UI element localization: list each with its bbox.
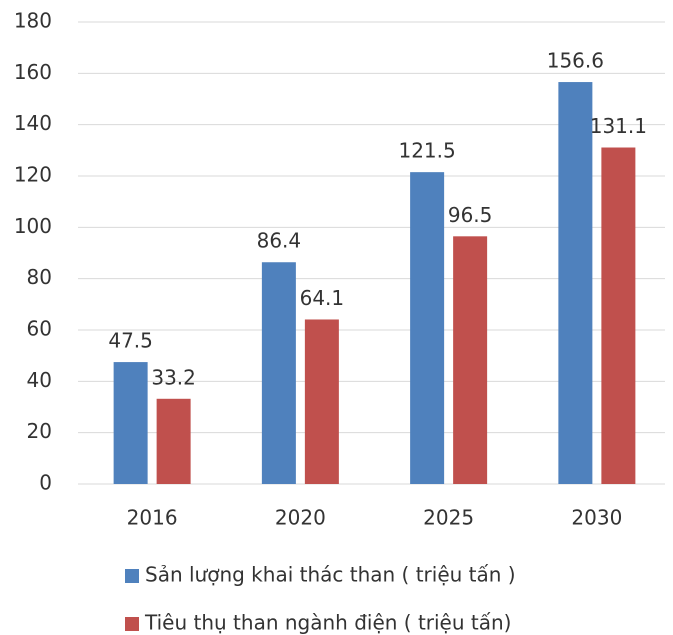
value-label: 64.1 bbox=[300, 286, 345, 310]
bar bbox=[558, 82, 593, 484]
value-label: 131.1 bbox=[590, 114, 647, 138]
bar bbox=[113, 362, 148, 484]
legend-label: Tiêu thụ than ngành điện ( triệu tấn) bbox=[144, 611, 511, 635]
value-label: 33.2 bbox=[151, 365, 196, 389]
y-tick-label: 20 bbox=[27, 419, 52, 443]
value-label: 121.5 bbox=[398, 139, 455, 163]
value-label: 156.6 bbox=[547, 49, 604, 73]
y-tick-label: 100 bbox=[14, 214, 52, 238]
value-label: 86.4 bbox=[257, 229, 302, 253]
y-tick-label: 0 bbox=[39, 471, 52, 495]
bar bbox=[601, 147, 636, 484]
x-tick-label: 2020 bbox=[275, 506, 326, 530]
legend-swatch bbox=[125, 617, 139, 631]
y-tick-label: 120 bbox=[14, 163, 52, 187]
value-label: 47.5 bbox=[108, 329, 153, 353]
x-tick-label: 2025 bbox=[423, 506, 474, 530]
legend-swatch bbox=[125, 569, 139, 583]
bar bbox=[261, 262, 296, 484]
legend-label: Sản lượng khai thác than ( triệu tấn ) bbox=[145, 563, 516, 587]
bar bbox=[453, 236, 488, 484]
y-tick-label: 180 bbox=[14, 9, 52, 33]
y-tick-label: 140 bbox=[14, 111, 52, 135]
y-tick-label: 40 bbox=[27, 368, 52, 392]
x-tick-label: 2030 bbox=[571, 506, 622, 530]
bar bbox=[410, 172, 445, 484]
value-label: 96.5 bbox=[448, 203, 493, 227]
y-tick-label: 80 bbox=[27, 265, 52, 289]
x-tick-label: 2016 bbox=[127, 506, 178, 530]
bar bbox=[156, 398, 191, 484]
y-tick-label: 160 bbox=[14, 60, 52, 84]
y-tick-label: 60 bbox=[27, 317, 52, 341]
bar bbox=[304, 319, 339, 484]
